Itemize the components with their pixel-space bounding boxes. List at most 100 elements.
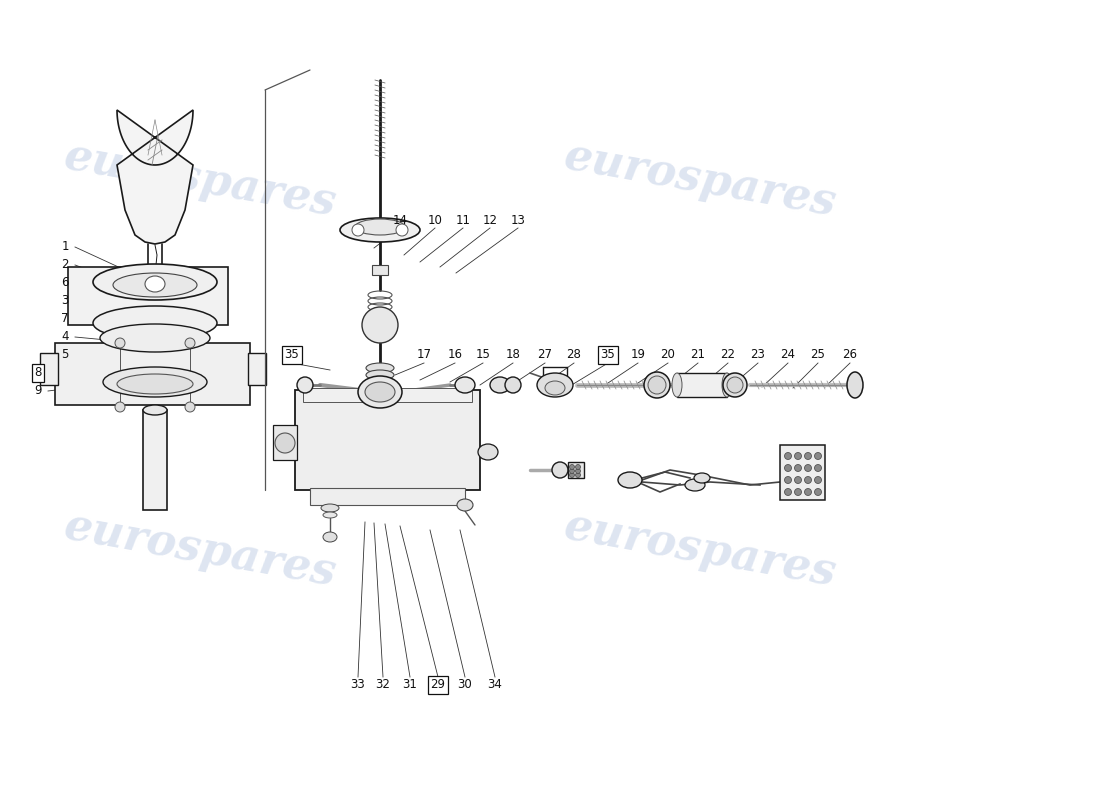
Ellipse shape (784, 477, 792, 483)
Bar (295, 390, 480, 490)
Ellipse shape (456, 499, 473, 511)
Ellipse shape (814, 453, 822, 459)
Text: 1: 1 (62, 241, 68, 254)
Bar (372, 265, 388, 275)
Text: 10: 10 (428, 214, 442, 226)
Bar (568, 462, 584, 478)
Ellipse shape (644, 372, 670, 398)
Ellipse shape (804, 489, 812, 495)
Text: 25: 25 (811, 349, 825, 362)
Ellipse shape (275, 433, 295, 453)
Ellipse shape (505, 377, 521, 393)
Ellipse shape (185, 402, 195, 412)
Text: 3: 3 (62, 294, 68, 307)
Ellipse shape (365, 382, 395, 402)
Ellipse shape (366, 377, 394, 387)
Text: 2: 2 (62, 258, 68, 271)
Ellipse shape (723, 373, 747, 397)
Ellipse shape (694, 473, 710, 483)
Text: eurospares: eurospares (60, 505, 340, 595)
Ellipse shape (117, 374, 192, 394)
Ellipse shape (362, 307, 398, 343)
Ellipse shape (570, 473, 574, 478)
Text: 32: 32 (375, 678, 390, 691)
Text: 8: 8 (34, 366, 42, 379)
Ellipse shape (478, 444, 498, 460)
Ellipse shape (116, 338, 125, 348)
Text: 34: 34 (487, 678, 503, 691)
Bar (248, 353, 266, 385)
Ellipse shape (113, 273, 197, 297)
Ellipse shape (804, 453, 812, 459)
Text: eurospares: eurospares (561, 135, 839, 225)
Ellipse shape (455, 377, 475, 393)
Text: 11: 11 (455, 214, 471, 226)
Ellipse shape (355, 219, 405, 235)
Ellipse shape (794, 477, 802, 483)
Ellipse shape (814, 477, 822, 483)
Ellipse shape (672, 373, 682, 397)
Ellipse shape (321, 504, 339, 512)
Polygon shape (117, 110, 192, 244)
Ellipse shape (727, 377, 742, 393)
Text: 23: 23 (750, 349, 766, 362)
Ellipse shape (575, 465, 581, 470)
Ellipse shape (618, 472, 642, 488)
Text: 5: 5 (62, 349, 68, 362)
Bar (40, 353, 58, 385)
Text: 14: 14 (393, 214, 407, 226)
Text: 30: 30 (458, 678, 472, 691)
Ellipse shape (323, 512, 337, 518)
Bar (310, 488, 465, 505)
Ellipse shape (570, 465, 574, 470)
Text: 15: 15 (475, 349, 491, 362)
Ellipse shape (116, 402, 125, 412)
Text: 29: 29 (430, 678, 446, 691)
Ellipse shape (814, 465, 822, 471)
Ellipse shape (340, 218, 420, 242)
Ellipse shape (352, 224, 364, 236)
Text: eurospares: eurospares (561, 505, 839, 595)
Ellipse shape (575, 469, 581, 474)
Ellipse shape (100, 324, 210, 352)
Text: 4: 4 (62, 330, 68, 343)
Bar (302, 388, 472, 402)
Text: 12: 12 (483, 214, 497, 226)
Ellipse shape (804, 477, 812, 483)
Ellipse shape (366, 370, 394, 380)
Text: eurospares: eurospares (60, 135, 340, 225)
Ellipse shape (94, 306, 217, 340)
Text: 35: 35 (601, 349, 615, 362)
Bar (273, 425, 297, 460)
Ellipse shape (544, 381, 565, 395)
Bar (68, 267, 228, 325)
Text: 28: 28 (566, 349, 582, 362)
Ellipse shape (784, 465, 792, 471)
Text: 18: 18 (506, 349, 520, 362)
Ellipse shape (103, 367, 207, 397)
Ellipse shape (323, 532, 337, 542)
Ellipse shape (145, 276, 165, 292)
Text: 33: 33 (351, 678, 365, 691)
Ellipse shape (804, 465, 812, 471)
Text: 21: 21 (691, 349, 705, 362)
Text: 7: 7 (62, 313, 68, 326)
Ellipse shape (366, 363, 394, 373)
Ellipse shape (794, 465, 802, 471)
Ellipse shape (784, 489, 792, 495)
Ellipse shape (648, 376, 666, 394)
Text: 26: 26 (843, 349, 858, 362)
Text: 24: 24 (781, 349, 795, 362)
Ellipse shape (358, 376, 402, 408)
Ellipse shape (94, 264, 217, 300)
Bar (676, 373, 727, 397)
Bar (143, 410, 167, 510)
Text: 35: 35 (285, 349, 299, 362)
Text: 27: 27 (538, 349, 552, 362)
Text: 19: 19 (630, 349, 646, 362)
Ellipse shape (297, 377, 313, 393)
Bar (55, 343, 250, 405)
Text: 6: 6 (62, 277, 68, 290)
Ellipse shape (794, 489, 802, 495)
Ellipse shape (570, 469, 574, 474)
